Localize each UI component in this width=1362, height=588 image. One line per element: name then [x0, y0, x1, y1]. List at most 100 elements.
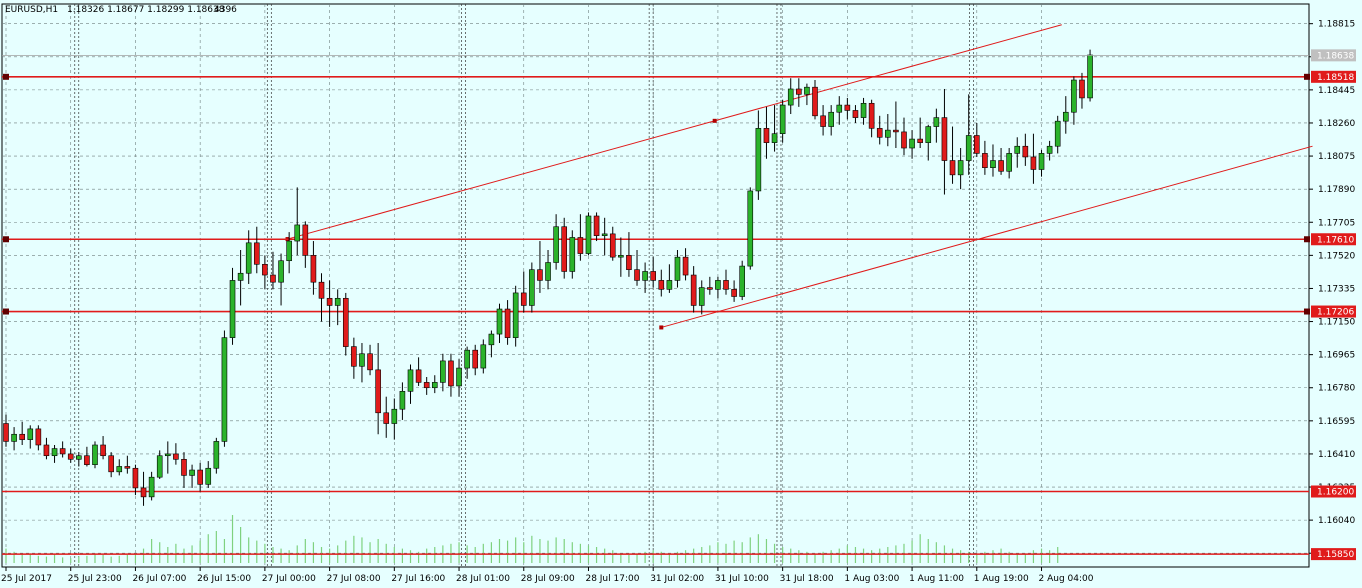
- bull-candle: [1038, 153, 1045, 170]
- bear-candle: [812, 86, 818, 117]
- bull-candle: [739, 265, 745, 297]
- bear-candle: [448, 360, 454, 387]
- bear-candle: [626, 255, 632, 270]
- level-price-tag: 1.17610: [1317, 235, 1354, 245]
- level-handle-left: [3, 236, 9, 243]
- bear-candle: [3, 423, 9, 442]
- candles: [2, 49, 1309, 506]
- bear-candle: [852, 110, 859, 118]
- bull-candle: [391, 408, 398, 424]
- level-handle-right: [1304, 73, 1310, 80]
- bear-candle: [707, 287, 713, 290]
- bear-candle: [893, 129, 899, 133]
- price-tick-label: 1.17150: [1318, 318, 1355, 328]
- bull-candle: [464, 349, 470, 369]
- channel-lower-line: [661, 145, 1313, 328]
- level-handle-right: [1304, 308, 1310, 315]
- bull-candle: [828, 111, 834, 127]
- bear-candle: [59, 448, 66, 455]
- bull-candle: [674, 256, 681, 281]
- bull-candle: [529, 269, 535, 306]
- time-tick-label: 28 Jul 17:00: [585, 574, 639, 584]
- bear-candle: [537, 269, 543, 281]
- bear-candle: [108, 455, 114, 473]
- bull-candle: [569, 237, 576, 272]
- level-price-tag-bg: [1311, 233, 1356, 246]
- bull-candle: [205, 467, 212, 485]
- time-tick-label: 31 Jul 10:00: [715, 574, 769, 584]
- bull-candle: [1014, 145, 1021, 154]
- level-price-tag-bg: [1311, 485, 1356, 498]
- bear-candle: [84, 455, 90, 465]
- bear-candle: [682, 256, 689, 276]
- bear-candle: [375, 369, 381, 414]
- bull-candle: [553, 226, 559, 263]
- price-tick-label: 1.16595: [1318, 417, 1355, 427]
- price-tick-label: 1.17335: [1318, 284, 1355, 294]
- bull-candle: [1046, 145, 1053, 154]
- time-tick-label: 1 Aug 03:00: [844, 574, 899, 584]
- bull-candle: [957, 160, 964, 176]
- time-tick-label: 2 Aug 04:00: [1039, 574, 1094, 584]
- bear-candle: [132, 467, 139, 489]
- bull-candle: [278, 260, 284, 283]
- price-tick-label: 1.16780: [1318, 384, 1355, 394]
- bull-candle: [698, 287, 705, 306]
- bear-candle: [593, 215, 600, 236]
- bull-candle: [286, 240, 292, 262]
- bear-candle: [650, 271, 657, 281]
- bull-candle: [965, 135, 972, 161]
- bear-candle: [67, 453, 74, 460]
- price-tick-label: 1.18075: [1318, 152, 1355, 162]
- price-tick-label: 1.18260: [1318, 119, 1355, 129]
- bear-candle: [342, 297, 349, 347]
- time-tick-label: 25 Jul 23:00: [68, 574, 122, 584]
- bear-candle: [561, 226, 568, 272]
- bull-candle: [237, 272, 244, 281]
- bull-candle: [1062, 111, 1069, 122]
- time-tick-label: 28 Jul 01:00: [456, 574, 510, 584]
- bear-candle: [302, 224, 309, 256]
- bear-candle: [1022, 145, 1029, 158]
- bear-candle: [609, 233, 616, 258]
- bear-candle: [876, 128, 883, 138]
- bear-candle: [577, 237, 584, 254]
- bid-price-tag: 1.18638: [1317, 51, 1354, 61]
- bear-candle: [658, 280, 665, 290]
- price-axis: 1.188151.186301.184451.182601.180751.178…: [1309, 20, 1355, 559]
- bull-candle: [666, 280, 673, 290]
- bull-candle: [990, 160, 996, 168]
- chart-header: EURUSD,H1 1.18326 1.18677 1.18299 1.1863…: [5, 5, 237, 15]
- bear-candle: [367, 353, 373, 371]
- bear-candle: [917, 138, 923, 143]
- bid-price-tag-bg: [1311, 49, 1356, 62]
- bear-candle: [415, 369, 422, 383]
- bull-candle: [496, 308, 503, 335]
- bear-candle: [423, 382, 430, 389]
- bull-candle: [359, 353, 365, 367]
- bull-candle: [545, 262, 551, 281]
- price-tick-label: 1.16040: [1318, 516, 1355, 526]
- bull-candle: [601, 233, 608, 236]
- time-tick-label: 25 Jul 2017: [1, 574, 52, 584]
- time-tick-label: 26 Jul 15:00: [197, 574, 251, 584]
- price-tick-label: 1.16965: [1318, 351, 1355, 361]
- bull-candle: [334, 297, 341, 306]
- bear-candle: [634, 269, 640, 281]
- level-price-tag-bg: [1311, 70, 1356, 83]
- bull-candle: [1006, 153, 1012, 172]
- bull-candle: [642, 271, 648, 281]
- bull-candle: [715, 280, 721, 290]
- bull-candle: [116, 466, 123, 473]
- channel-anchor-point: [712, 118, 717, 123]
- bear-candle: [520, 292, 527, 306]
- price-tick-label: 1.17705: [1318, 218, 1355, 228]
- bear-candle: [723, 280, 729, 290]
- bull-candle: [860, 102, 867, 118]
- bear-candle: [35, 428, 42, 446]
- bear-candle: [763, 128, 770, 143]
- bull-candle: [456, 367, 462, 387]
- price-tick-label: 1.18445: [1318, 86, 1355, 96]
